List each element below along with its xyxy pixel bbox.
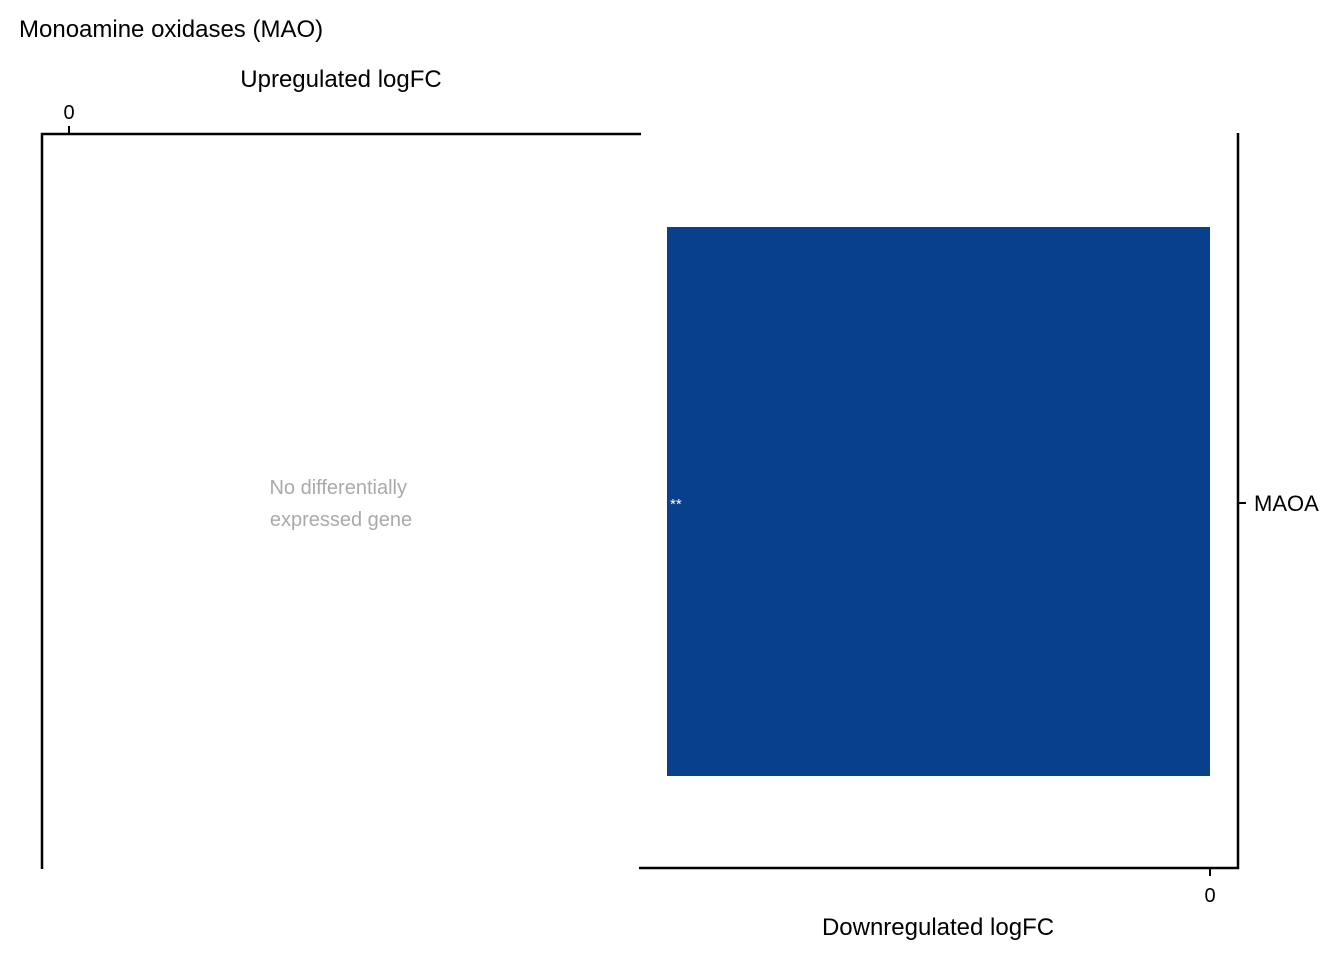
up-x-axis-label: Upregulated logFC <box>240 66 441 93</box>
empty-message-line-2: expressed gene <box>270 509 412 531</box>
bar-maoa <box>667 227 1210 776</box>
downregulated-panel: ** 0 MAOA Downregulated logFC <box>639 133 1319 941</box>
empty-message-line-1: No differentially <box>269 477 406 499</box>
upregulated-panel: Upregulated logFC 0 No differentially ex… <box>40 66 641 869</box>
empty-message: No differentially expressed gene <box>269 477 412 531</box>
down-x-tick-label: 0 <box>1204 885 1215 907</box>
chart-title: Monoamine oxidases (MAO) <box>19 16 323 43</box>
up-x-tick-label: 0 <box>63 102 74 124</box>
down-x-axis-label: Downregulated logFC <box>822 914 1054 941</box>
down-y-tick-label-maoa: MAOA <box>1254 491 1319 516</box>
bar-annotation-maoa: ** <box>670 496 682 513</box>
